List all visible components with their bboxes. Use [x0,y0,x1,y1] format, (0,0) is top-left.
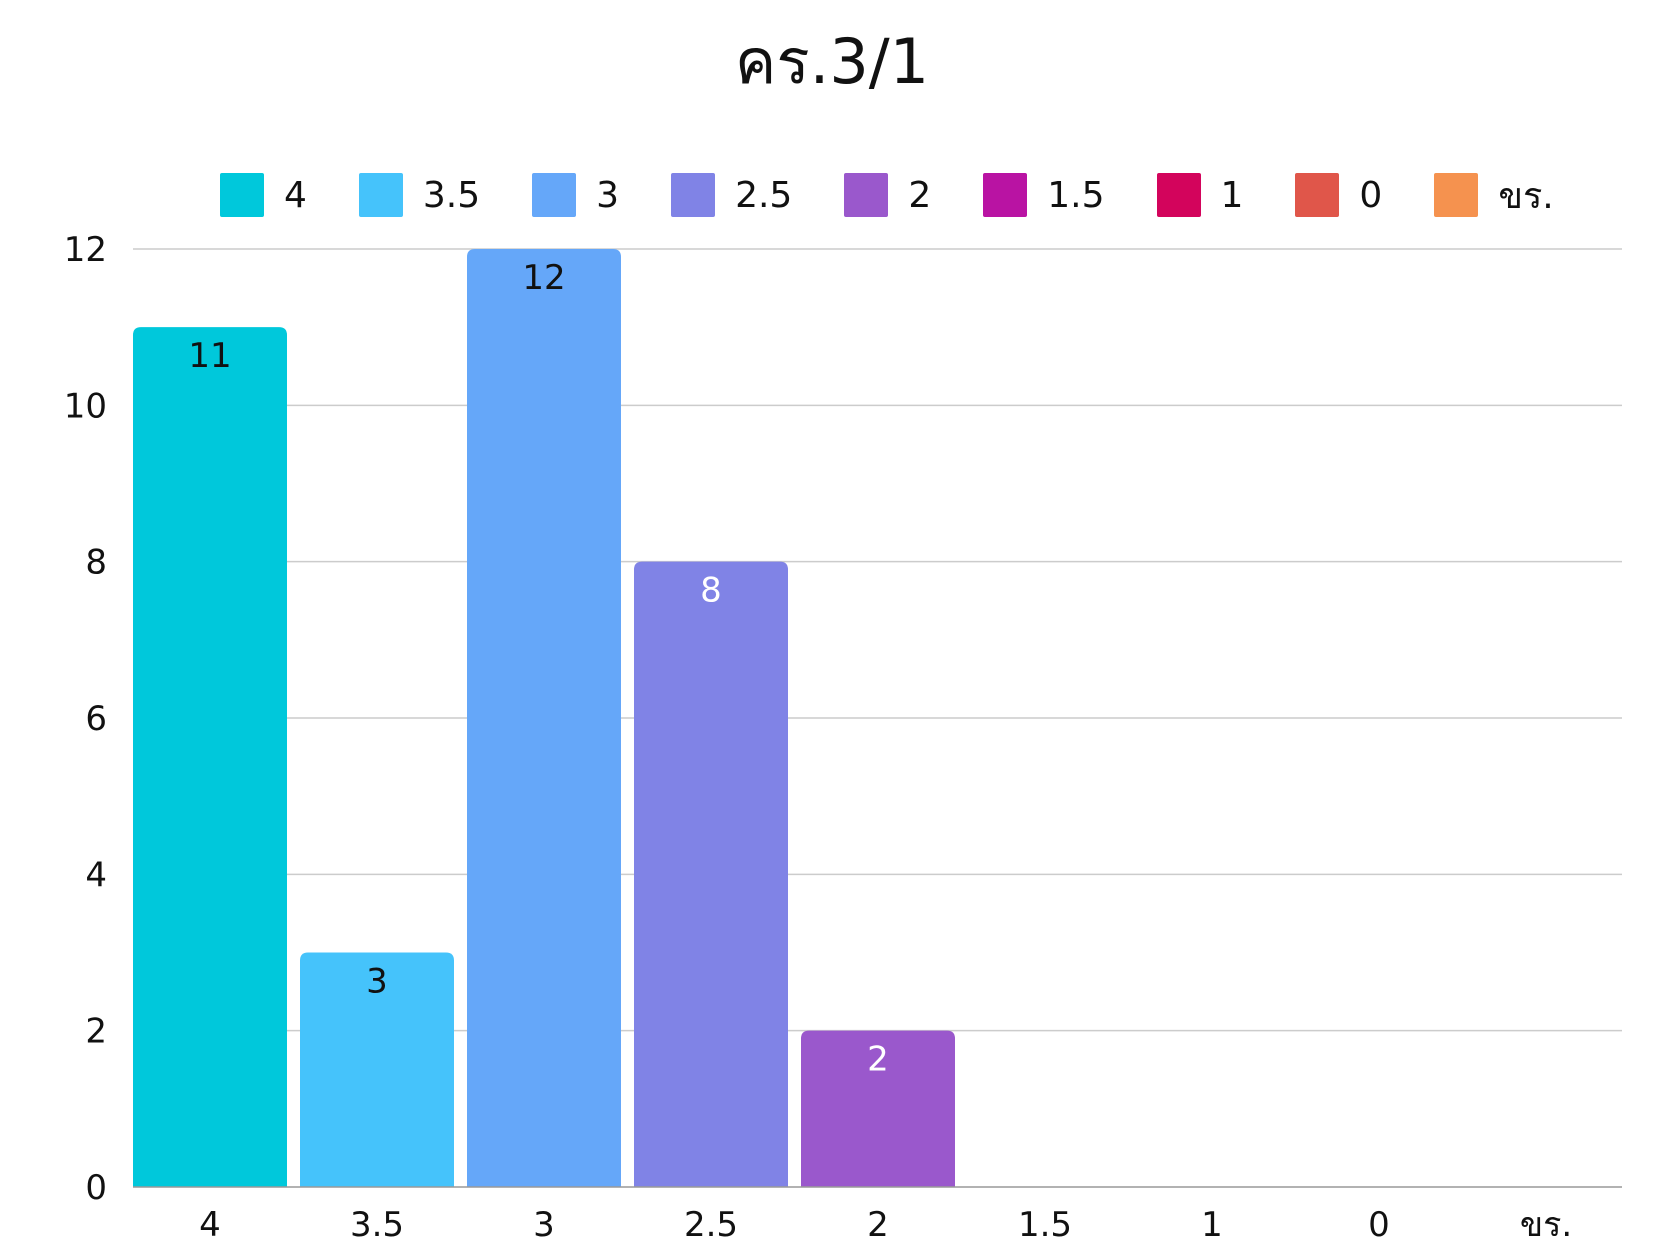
legend-item: 1.5 [983,173,1105,217]
legend-label: 1.5 [1047,174,1105,216]
legend-item: 3 [532,173,619,217]
bar [634,561,788,1187]
legend-item: ขร. [1434,167,1554,224]
bar [801,1030,955,1187]
y-tick-label: 12 [64,230,107,270]
bar [133,327,287,1188]
bar [300,952,454,1187]
legend-item: 0 [1295,173,1382,217]
legend: 4 3.5 3 2.5 2 1.5 1 0 ขร. [220,172,1606,218]
legend-label: 2.5 [735,174,793,216]
legend-label: 2 [908,174,932,216]
y-tick-label: 2 [85,1012,107,1052]
data-label: 2 [867,1040,889,1080]
legend-swatch [1295,173,1340,217]
x-tick-label: 3 [533,1205,555,1245]
y-tick-label: 4 [85,855,107,895]
x-tick-label: 2 [867,1205,889,1245]
legend-label: ขร. [1498,175,1554,217]
legend-swatch [983,173,1028,217]
bar [467,249,621,1187]
legend-item: 1 [1156,173,1244,217]
y-tick-label: 10 [64,386,107,426]
legend-label: 3 [596,174,620,216]
y-tick-label: 8 [85,543,107,583]
legend-item: 2.5 [671,173,792,217]
legend-label: 4 [284,174,307,216]
x-tick-label: 4 [199,1205,221,1245]
data-label: 11 [188,336,231,376]
y-tick-label: 0 [85,1168,107,1208]
legend-swatch [844,173,889,217]
data-label: 12 [522,258,565,298]
data-label: 8 [700,571,722,611]
legend-swatch [532,173,577,217]
x-tick-label: 0 [1368,1205,1390,1245]
y-tick-label: 6 [85,699,107,739]
legend-swatch [671,173,716,217]
x-tick-label: 3.5 [350,1205,404,1245]
legend-swatch [1434,173,1479,217]
legend-label: 0 [1359,174,1383,216]
x-tick-label: ขร. [1520,1205,1572,1245]
legend-label: 1 [1220,174,1244,216]
x-tick-label: 2.5 [684,1205,738,1245]
legend-swatch [1156,173,1201,217]
legend-item: 3.5 [358,173,481,217]
x-tick-label: 1 [1201,1205,1223,1245]
legend-item: 4 [220,173,307,217]
legend-label: 3.5 [422,174,481,216]
legend-swatch [358,173,403,217]
chart-title: คร.3/1 [734,25,930,98]
x-tick-label: 1.5 [1018,1205,1072,1245]
data-label: 3 [366,962,388,1002]
legend-item: 2 [844,173,931,217]
legend-swatch [220,173,264,217]
